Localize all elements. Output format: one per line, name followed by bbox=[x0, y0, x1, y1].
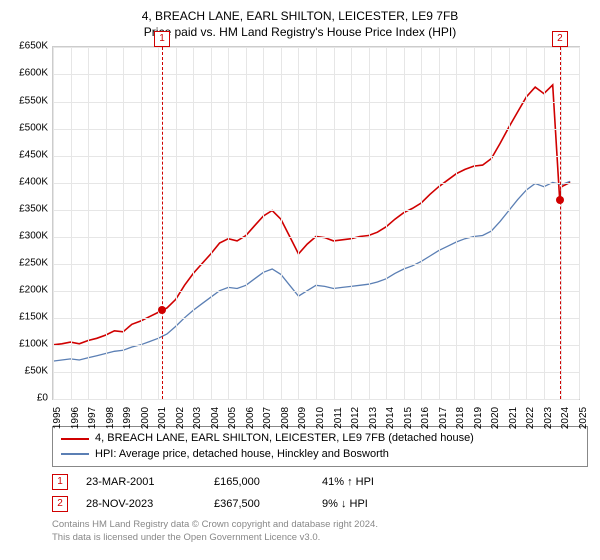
x-tick-label: 2016 bbox=[420, 407, 431, 429]
y-tick-label: £0 bbox=[37, 393, 48, 404]
event-row-delta: 41% ↑ HPI bbox=[322, 476, 422, 488]
y-tick-label: £500K bbox=[19, 122, 48, 133]
legend-swatch bbox=[61, 453, 89, 455]
y-tick-label: £600K bbox=[19, 68, 48, 79]
x-tick-label: 2019 bbox=[473, 407, 484, 429]
event-row-date: 28-NOV-2023 bbox=[86, 498, 196, 510]
x-tick-label: 2001 bbox=[157, 407, 168, 429]
legend-label: HPI: Average price, detached house, Hinc… bbox=[95, 447, 389, 462]
x-tick-label: 1998 bbox=[105, 407, 116, 429]
footnote-line-1: Contains HM Land Registry data © Crown c… bbox=[52, 519, 588, 531]
legend: 4, BREACH LANE, EARL SHILTON, LEICESTER,… bbox=[52, 426, 588, 467]
x-tick-label: 1999 bbox=[122, 407, 133, 429]
event-point bbox=[556, 196, 564, 204]
event-row-price: £367,500 bbox=[214, 498, 304, 510]
y-tick-label: £550K bbox=[19, 95, 48, 106]
legend-item: 4, BREACH LANE, EARL SHILTON, LEICESTER,… bbox=[61, 431, 579, 446]
x-tick-label: 2013 bbox=[368, 407, 379, 429]
chart-title: 4, BREACH LANE, EARL SHILTON, LEICESTER,… bbox=[12, 8, 588, 40]
x-axis: 1995199619971998199920002001200220032004… bbox=[52, 400, 580, 418]
event-row: 2 28-NOV-2023 £367,500 9% ↓ HPI bbox=[52, 493, 588, 515]
x-tick-label: 1996 bbox=[70, 407, 81, 429]
y-tick-label: £400K bbox=[19, 176, 48, 187]
legend-swatch bbox=[61, 438, 89, 440]
x-tick-label: 2014 bbox=[385, 407, 396, 429]
chart-area: £0 £50K £100K £150K £200K £250K £300K £350K £400… bbox=[12, 46, 588, 418]
x-tick-label: 1995 bbox=[52, 407, 63, 429]
event-badge: 2 bbox=[552, 31, 568, 47]
x-tick-label: 2023 bbox=[543, 407, 554, 429]
y-tick-label: £250K bbox=[19, 257, 48, 268]
x-tick-label: 2007 bbox=[262, 407, 273, 429]
event-row-price: £165,000 bbox=[214, 476, 304, 488]
x-tick-label: 2000 bbox=[140, 407, 151, 429]
event-marker-line bbox=[560, 47, 561, 399]
x-tick-label: 2004 bbox=[210, 407, 221, 429]
series-line bbox=[53, 85, 570, 345]
event-badge: 1 bbox=[154, 31, 170, 47]
title-line-2: Price paid vs. HM Land Registry's House … bbox=[12, 24, 588, 40]
event-row-date: 23-MAR-2001 bbox=[86, 476, 196, 488]
x-tick-label: 2025 bbox=[578, 407, 589, 429]
x-tick-label: 2002 bbox=[175, 407, 186, 429]
x-tick-label: 2008 bbox=[280, 407, 291, 429]
x-tick-label: 2009 bbox=[297, 407, 308, 429]
x-tick-label: 2012 bbox=[350, 407, 361, 429]
x-tick-label: 2005 bbox=[227, 407, 238, 429]
x-tick-label: 2021 bbox=[508, 407, 519, 429]
footnote-line-2: This data is licensed under the Open Gov… bbox=[52, 532, 588, 544]
footnote: Contains HM Land Registry data © Crown c… bbox=[52, 519, 588, 544]
event-row-delta: 9% ↓ HPI bbox=[322, 498, 422, 510]
title-line-1: 4, BREACH LANE, EARL SHILTON, LEICESTER,… bbox=[12, 8, 588, 24]
y-tick-label: £50K bbox=[25, 366, 48, 377]
x-tick-label: 2011 bbox=[333, 408, 344, 430]
y-tick-label: £300K bbox=[19, 230, 48, 241]
y-tick-label: £350K bbox=[19, 203, 48, 214]
x-tick-label: 1997 bbox=[87, 407, 98, 429]
event-row-badge: 2 bbox=[52, 496, 68, 512]
event-point bbox=[158, 306, 166, 314]
x-tick-label: 2015 bbox=[403, 407, 414, 429]
x-tick-label: 2022 bbox=[525, 407, 536, 429]
plot-area: 12 bbox=[52, 46, 580, 400]
legend-item: HPI: Average price, detached house, Hinc… bbox=[61, 447, 579, 462]
event-row: 1 23-MAR-2001 £165,000 41% ↑ HPI bbox=[52, 471, 588, 493]
x-tick-label: 2010 bbox=[315, 407, 326, 429]
y-tick-label: £100K bbox=[19, 339, 48, 350]
legend-label: 4, BREACH LANE, EARL SHILTON, LEICESTER,… bbox=[95, 431, 474, 446]
x-tick-label: 2017 bbox=[438, 407, 449, 429]
y-tick-label: £450K bbox=[19, 149, 48, 160]
y-tick-label: £650K bbox=[19, 41, 48, 52]
events-table: 1 23-MAR-2001 £165,000 41% ↑ HPI 2 28-NOV-202… bbox=[52, 471, 588, 515]
y-axis: £0£50K£100K£150K£200K£250K£300K£350K£400… bbox=[12, 46, 52, 400]
series-line bbox=[53, 182, 570, 362]
x-tick-label: 2018 bbox=[455, 407, 466, 429]
x-tick-label: 2003 bbox=[192, 407, 203, 429]
x-tick-label: 2006 bbox=[245, 407, 256, 429]
y-tick-label: £150K bbox=[19, 312, 48, 323]
event-row-badge: 1 bbox=[52, 474, 68, 490]
y-tick-label: £200K bbox=[19, 285, 48, 296]
event-marker-line bbox=[162, 47, 163, 399]
x-tick-label: 2024 bbox=[560, 407, 571, 429]
x-tick-label: 2020 bbox=[490, 407, 501, 429]
